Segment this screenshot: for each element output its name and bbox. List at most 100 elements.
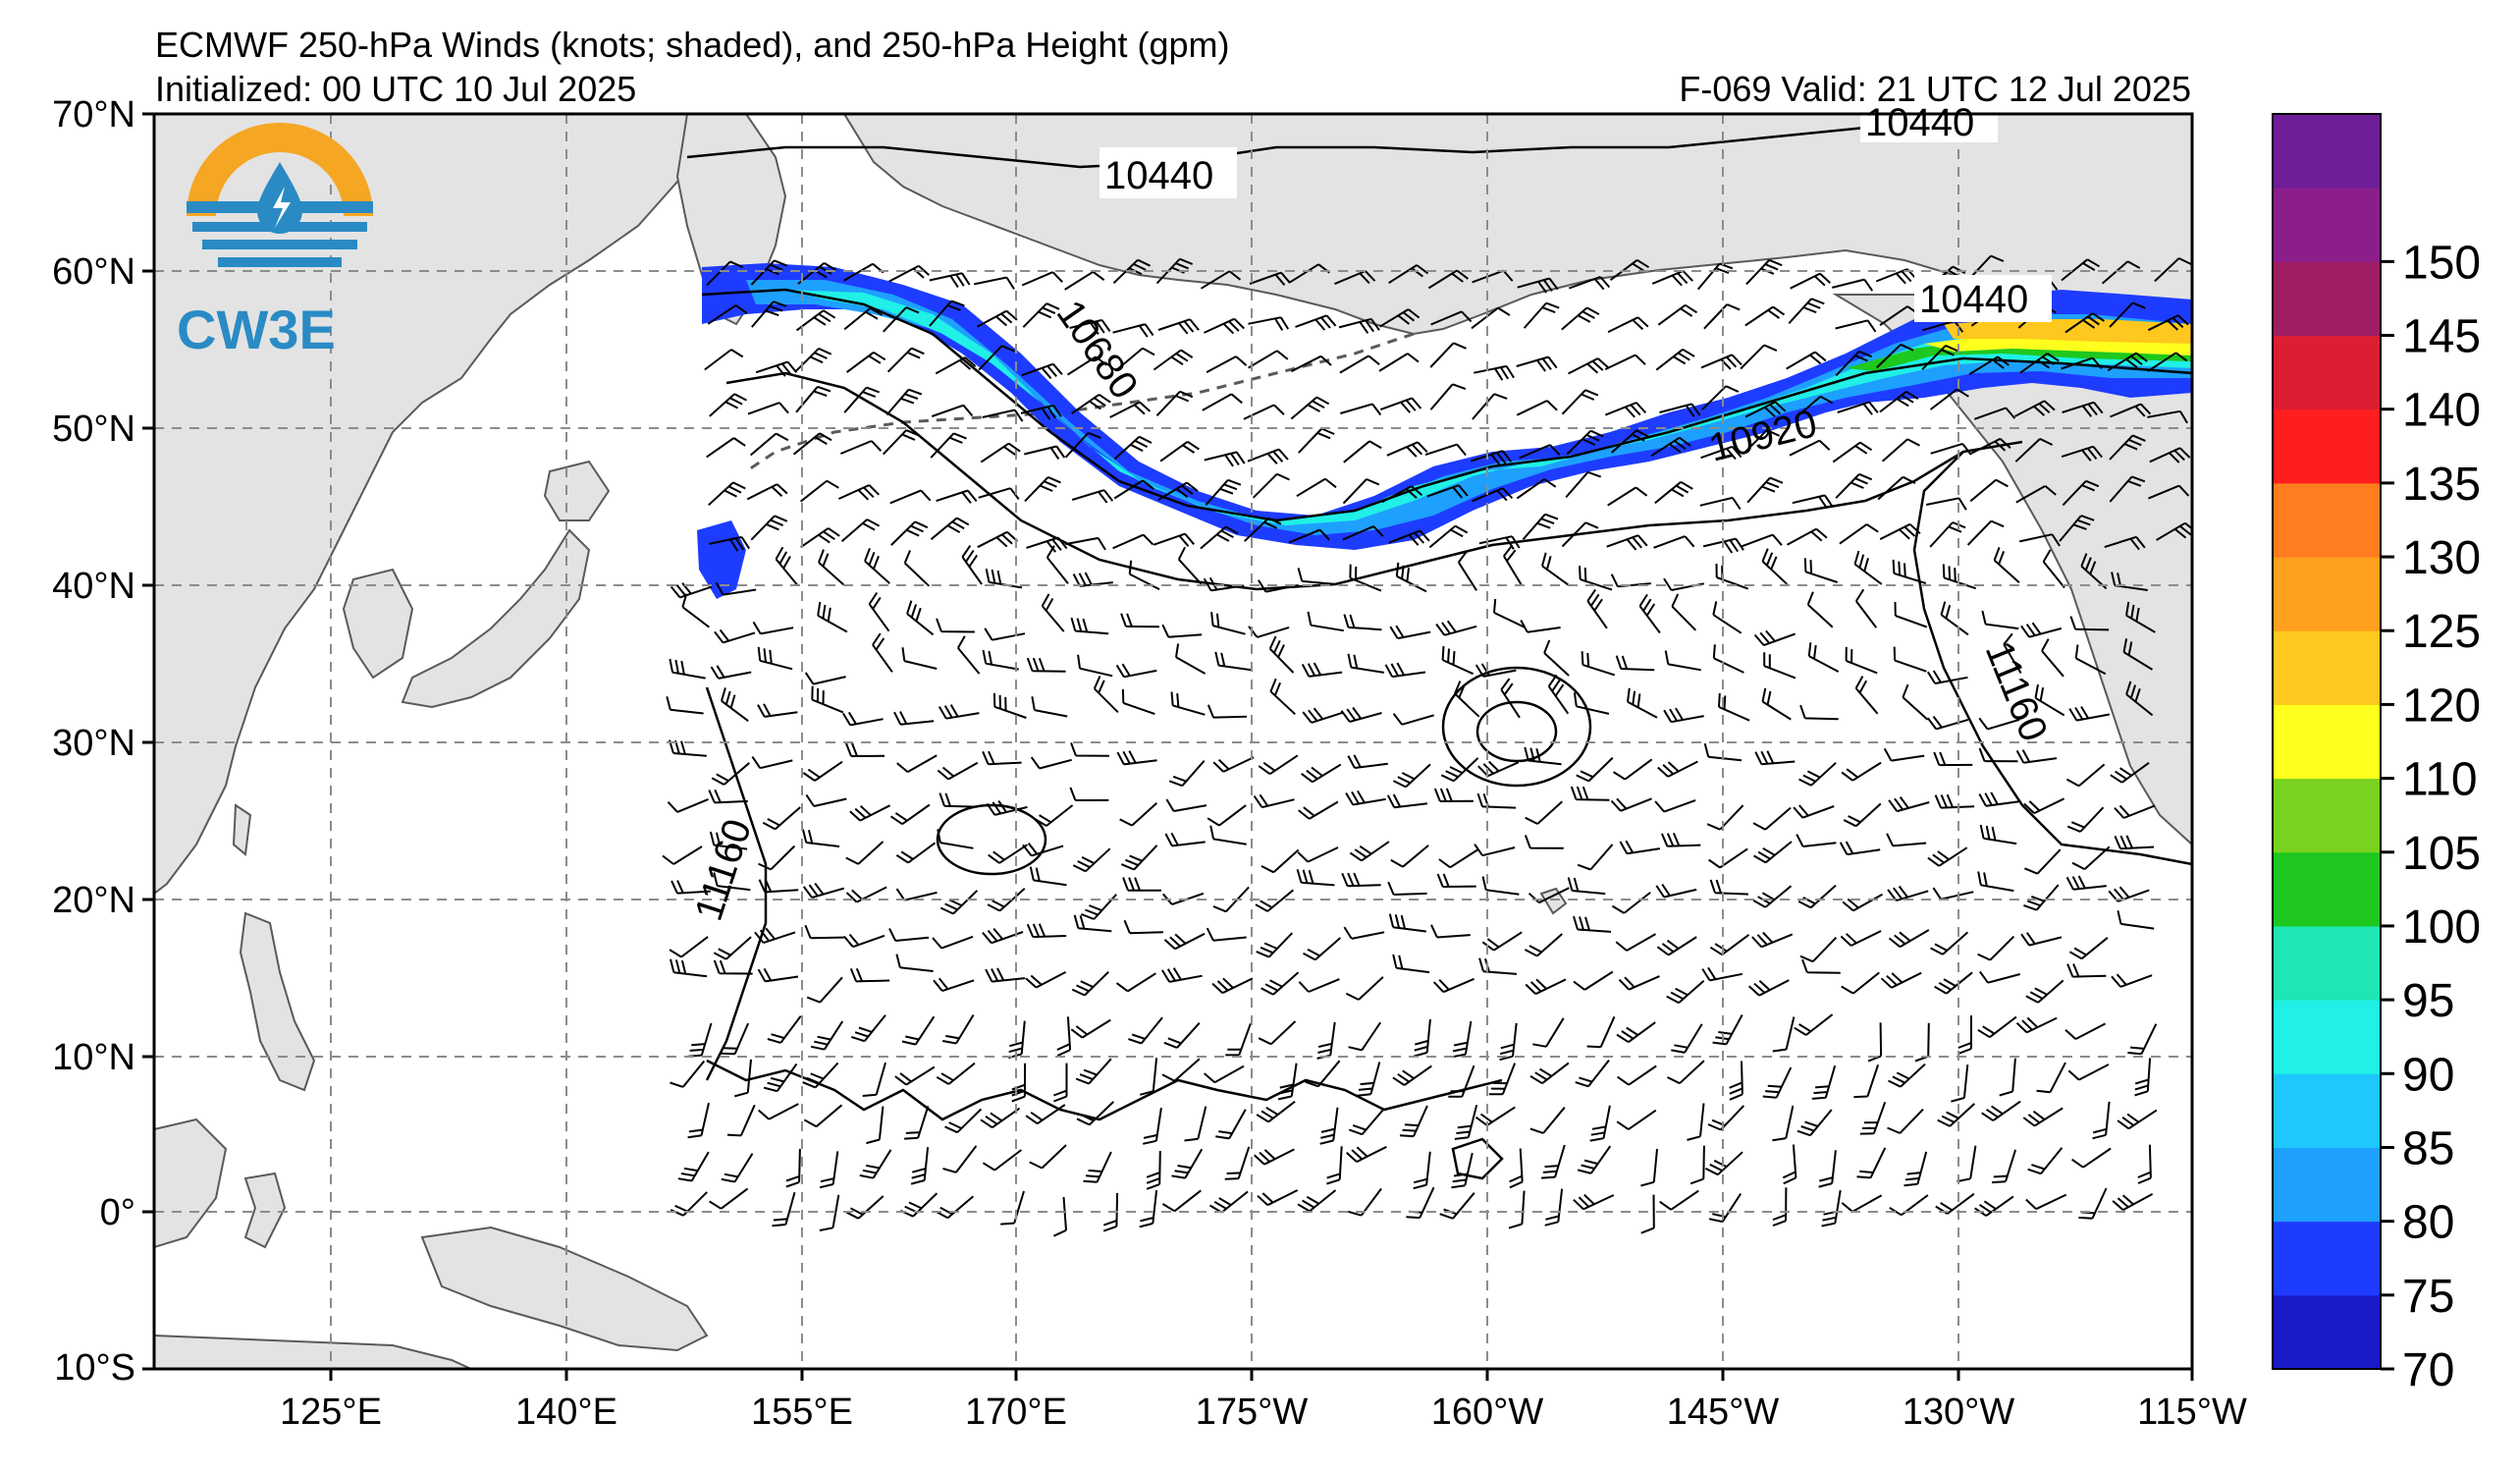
wind-barb — [1957, 1015, 1972, 1055]
wind-barb — [2109, 301, 2146, 328]
wind-barb — [1978, 717, 2020, 731]
wind-barb — [797, 262, 837, 285]
wind-barb — [1474, 1106, 1516, 1126]
land-philippines — [239, 911, 316, 1092]
wind-barb — [1586, 588, 1608, 629]
wind-barb — [849, 967, 890, 983]
lat-label: 70°N — [52, 94, 135, 136]
wind-barb — [1026, 923, 1067, 939]
wind-barb — [1022, 842, 1064, 857]
wind-barb — [939, 890, 979, 915]
wind-barb — [1426, 484, 1469, 499]
wind-barb — [1573, 1193, 1615, 1211]
wind-barb — [662, 846, 703, 865]
wind-barb — [2023, 797, 2065, 814]
wind-barb — [1841, 971, 1880, 995]
wind-barb — [1772, 1105, 1795, 1142]
wind-barb — [2034, 683, 2065, 717]
wind-barb — [1349, 841, 1390, 862]
wind-barb — [2101, 260, 2141, 285]
wind-barb — [1428, 524, 1469, 549]
wind-barb — [1832, 441, 1873, 464]
wind-barb — [1224, 1146, 1251, 1180]
wind-barb — [1516, 400, 1558, 416]
wind-barb — [1248, 626, 1290, 638]
wind-barb — [1112, 323, 1154, 338]
wind-barb — [802, 760, 843, 782]
lon-label: 130°W — [1903, 1391, 2015, 1433]
wind-barb — [1163, 1022, 1201, 1049]
wind-barb — [1066, 355, 1107, 376]
wind-barb — [2068, 937, 2109, 960]
wind-barb — [1837, 401, 1879, 415]
wind-barb — [734, 1059, 752, 1098]
axis-ticks — [142, 112, 2194, 1381]
wind-barb — [936, 618, 975, 633]
land-hokkaido — [543, 460, 611, 521]
wind-barb — [1687, 1103, 1705, 1141]
wind-barb — [903, 550, 931, 587]
wind-barb — [1208, 1190, 1249, 1214]
height-contours — [686, 121, 2192, 1081]
wind-barb — [1978, 747, 2018, 763]
wind-barb — [1070, 742, 1109, 757]
wind-barb — [1386, 793, 1428, 809]
contour-label: 10440 — [1104, 154, 1213, 197]
wind-barb — [2042, 549, 2065, 589]
wind-barb — [1297, 846, 1339, 863]
wind-barb — [1389, 625, 1431, 640]
wind-barb — [1041, 593, 1065, 632]
colorbar-segment — [2273, 1073, 2381, 1148]
wind-barb — [1345, 790, 1386, 806]
wind-barb — [1799, 704, 1839, 721]
wind-barb — [1525, 978, 1567, 996]
wind-barb — [2110, 761, 2150, 784]
colorbar-label: 95 — [2402, 975, 2454, 1027]
wind-barb — [2014, 400, 2056, 417]
wind-barb — [1702, 537, 1744, 554]
wind-barb — [1258, 579, 1299, 593]
wind-barb — [976, 309, 1018, 328]
wind-barb — [1112, 258, 1152, 285]
wind-barb — [785, 1148, 801, 1188]
wind-barb — [2027, 1147, 2064, 1175]
wind-barb — [1933, 751, 1973, 767]
chart-title: ECMWF 250-hPa Winds (knots; shaded), and… — [155, 25, 1229, 65]
wind-barb — [1671, 593, 1697, 631]
wind-barb — [1206, 927, 1247, 942]
wind-barb — [1589, 1105, 1611, 1142]
wind-barb — [1161, 1189, 1202, 1213]
wind-barb — [1200, 270, 1242, 290]
wind-barb — [795, 385, 831, 413]
wind-barb — [802, 1062, 839, 1089]
wind-barb — [1340, 706, 1382, 723]
wind-barb — [1205, 478, 1242, 506]
wind-barb — [1541, 1144, 1566, 1179]
wind-barb — [980, 442, 1021, 464]
wind-barb — [2062, 401, 2104, 417]
island-outline — [1451, 1137, 1504, 1180]
wind-barb — [1161, 967, 1203, 983]
colorbar-segment — [2273, 335, 2381, 410]
wind-barb — [1651, 269, 1693, 287]
wind-barb — [1841, 761, 1882, 782]
lon-label: 170°E — [965, 1391, 1067, 1433]
wind-barb — [1581, 651, 1616, 677]
wind-barb — [1301, 662, 1343, 678]
wind-barb — [1835, 472, 1873, 499]
wind-barb — [984, 627, 1026, 641]
wind-barb — [2147, 352, 2188, 372]
wind-barb — [1474, 364, 1515, 381]
wind-barb — [709, 1187, 749, 1210]
wind-barb — [2025, 1193, 2067, 1211]
wind-barb — [1659, 1189, 1699, 1211]
wind-barb — [1202, 393, 1243, 411]
wind-barb — [1165, 798, 1207, 812]
wind-barb — [1832, 278, 1874, 292]
wind-barb — [1845, 646, 1878, 675]
wind-barb — [763, 1063, 798, 1093]
wind-barb — [1704, 1151, 1743, 1176]
wind-barb — [2061, 258, 2101, 282]
wind-barb — [1568, 275, 1611, 291]
wind-barb — [895, 842, 937, 864]
